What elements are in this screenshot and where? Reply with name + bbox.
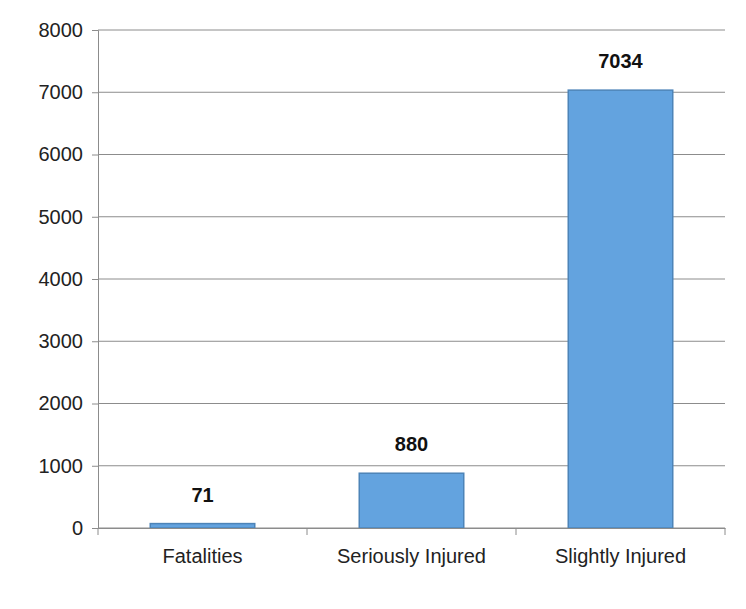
y-tick-label: 3000 — [39, 330, 84, 352]
y-tick-mark — [92, 466, 98, 467]
x-tick: Slightly Injured — [555, 528, 686, 567]
bar — [359, 473, 464, 528]
x-tick-label: Seriously Injured — [337, 545, 486, 567]
y-tick-label: 2000 — [39, 392, 84, 414]
y-axis: 0 1000 2000 3000 4000 5000 6000 7000 8000 — [39, 19, 99, 539]
grid — [98, 30, 725, 528]
y-tick-mark — [92, 341, 98, 342]
y-axis-line — [92, 31, 99, 529]
y-tick: 2000 — [39, 392, 99, 414]
y-tick-label: 7000 — [39, 81, 84, 103]
data-label: 880 — [395, 433, 428, 455]
y-tick-label: 5000 — [39, 206, 84, 228]
x-axis-line — [99, 528, 726, 529]
y-tick-mark — [92, 279, 98, 280]
y-tick-mark — [92, 155, 98, 156]
bars — [150, 90, 673, 528]
x-tick: Fatalities — [162, 528, 242, 567]
y-tick: 3000 — [39, 330, 99, 352]
data-label: 71 — [191, 484, 213, 506]
bar — [568, 90, 673, 528]
x-tick-label: Slightly Injured — [555, 545, 686, 567]
y-tick: 4000 — [39, 268, 99, 290]
x-tick: Seriously Injured — [337, 528, 486, 567]
y-tick-label: 8000 — [39, 19, 84, 41]
y-tick: 8000 — [39, 19, 99, 41]
chart: 0 1000 2000 3000 4000 5000 6000 7000 8000 Fatalit… — [0, 0, 746, 609]
y-tick-mark — [92, 528, 98, 529]
y-tick: 7000 — [39, 81, 99, 103]
y-tick: 5000 — [39, 206, 99, 228]
category-separator — [725, 528, 726, 535]
category-separator — [98, 528, 99, 535]
grid-line — [98, 30, 725, 31]
y-tick-mark — [92, 92, 98, 93]
data-labels: 71 880 7034 — [191, 50, 643, 505]
category-separator — [516, 528, 517, 535]
y-tick-mark — [92, 404, 98, 405]
category-separator — [307, 528, 308, 535]
y-tick-label: 4000 — [39, 268, 84, 290]
y-tick-mark — [92, 30, 98, 31]
y-tick: 0 — [72, 517, 98, 539]
y-tick: 1000 — [39, 455, 99, 477]
data-label: 7034 — [598, 50, 643, 72]
x-tick-label: Fatalities — [162, 545, 242, 567]
y-tick-label: 0 — [72, 517, 83, 539]
y-tick-mark — [92, 217, 98, 218]
y-tick-label: 1000 — [39, 455, 84, 477]
plot: 0 1000 2000 3000 4000 5000 6000 7000 8000 Fatalit… — [39, 19, 726, 567]
bar — [150, 524, 255, 528]
x-axis: Fatalities Seriously Injured Slightly Inju… — [98, 528, 726, 567]
y-tick: 6000 — [39, 143, 99, 165]
y-tick-label: 6000 — [39, 143, 84, 165]
